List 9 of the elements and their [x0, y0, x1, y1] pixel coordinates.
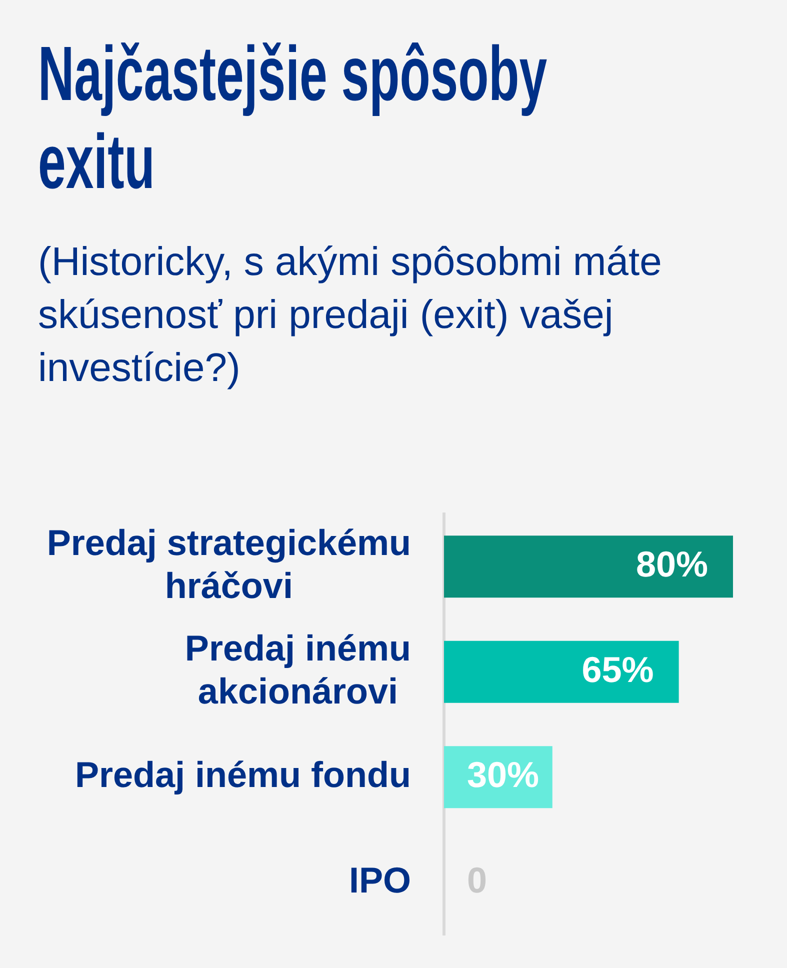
data-label: 30% — [467, 754, 540, 796]
y-tick-label: Predaj inému fondu — [74, 754, 412, 796]
y-tick-label: Predaj strategickému hráčovi — [46, 522, 412, 606]
y-tick-label: IPO — [348, 859, 411, 900]
chart-subtitle: (Historicky, s akými spôsobmi máte skúsenosť pri predaji (exit) vašej investície?) — [38, 239, 663, 392]
chart-title: Najčastejšie spôsoby exitu — [38, 30, 548, 206]
data-label: 80% — [636, 544, 708, 585]
data-label: 65% — [582, 648, 654, 690]
y-tick-label: Predaj inému akcionárovi — [184, 627, 412, 712]
